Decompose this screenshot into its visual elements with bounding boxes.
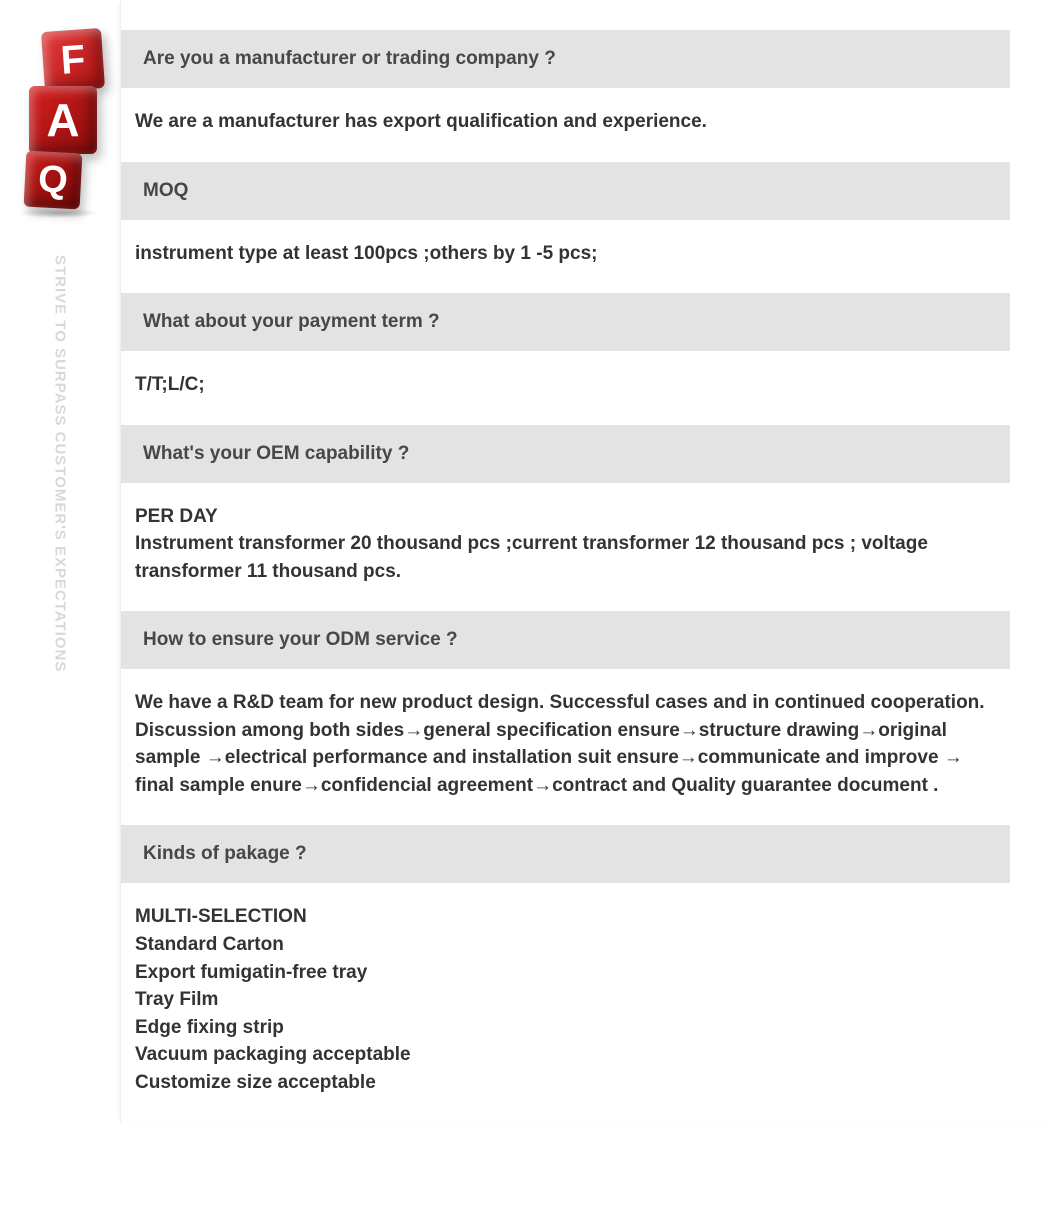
faq-question: How to ensure your ODM service ? xyxy=(121,611,1010,669)
faq-cube-a-icon: A xyxy=(29,86,97,154)
faq-cube-f-icon: F xyxy=(41,28,105,92)
faq-question: What about your payment term ? xyxy=(121,293,1010,351)
faq-main: Are you a manufacturer or trading compan… xyxy=(120,0,1060,1122)
cube-shadow-icon xyxy=(19,208,99,218)
faq-cube-q-icon: Q xyxy=(24,151,83,210)
sidebar-tagline: STRIVE TO SURPASS CUSTOMER'S EXPECTATION… xyxy=(52,255,69,672)
faq-blocks-icon: F A Q xyxy=(25,30,115,205)
sidebar: F A Q STRIVE TO SURPASS CUSTOMER'S EXPEC… xyxy=(0,0,120,1122)
faq-answer: PER DAY Instrument transformer 20 thousa… xyxy=(121,483,1010,612)
faq-question: Kinds of pakage ? xyxy=(121,825,1010,883)
faq-answer: We have a R&D team for new product desig… xyxy=(121,669,1010,825)
faq-answer: instrument type at least 100pcs ;others … xyxy=(121,220,1010,294)
faq-question: Are you a manufacturer or trading compan… xyxy=(121,30,1010,88)
faq-question: MOQ xyxy=(121,162,1010,220)
page: F A Q STRIVE TO SURPASS CUSTOMER'S EXPEC… xyxy=(0,0,1060,1122)
faq-answer: MULTI-SELECTION Standard Carton Export f… xyxy=(121,883,1010,1122)
faq-question: What's your OEM capability ? xyxy=(121,425,1010,483)
faq-answer: T/T;L/C; xyxy=(121,351,1010,425)
faq-answer: We are a manufacturer has export qualifi… xyxy=(121,88,1010,162)
